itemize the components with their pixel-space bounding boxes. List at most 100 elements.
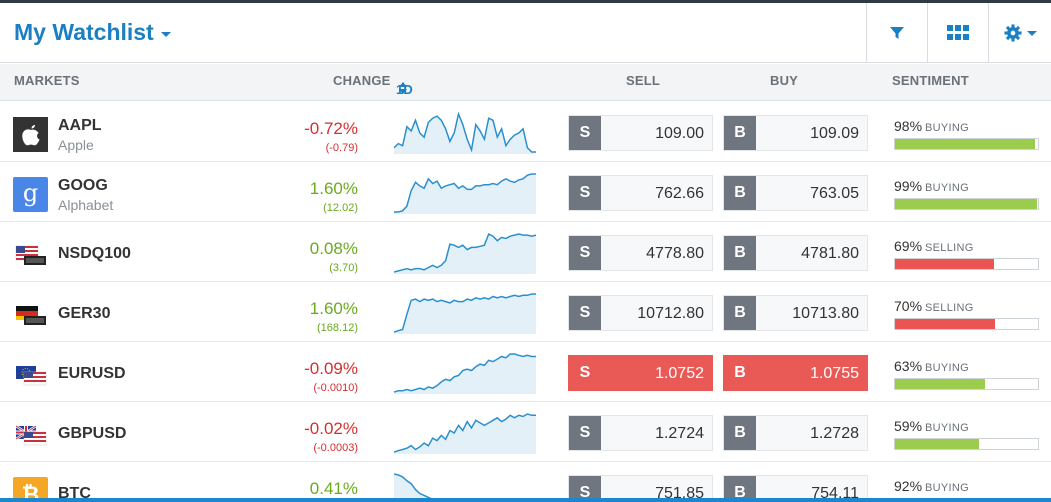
buy-tag: B <box>724 416 756 450</box>
sell-tag: S <box>569 296 601 330</box>
change-absolute: (-0.0010) <box>313 382 358 394</box>
column-sentiment: SENTIMENT <box>892 73 969 88</box>
market-symbol: EURUSD <box>58 365 126 382</box>
market-row[interactable]: ₿ BTC 0.41% S 751.85 B 754.11 92% BUYING <box>0 462 1051 502</box>
sentiment-percent: 69% <box>894 238 923 254</box>
sentiment-word: BUYING <box>925 182 970 194</box>
sell-price: 1.2724 <box>655 425 704 442</box>
column-sell: SELL <box>626 73 661 88</box>
market-row[interactable]: NSDQ100 0.08% (3.70) S 4778.80 B 4781.80 6… <box>0 222 1051 282</box>
chevron-down-icon <box>1026 30 1037 36</box>
change-percent: 0.41% <box>309 479 358 498</box>
gear-icon <box>1003 24 1022 42</box>
buy-tag: B <box>724 356 756 390</box>
sparkline-area <box>394 234 536 274</box>
market-row[interactable]: AAPL Apple -0.72% (-0.79) S 109.00 B 109.0… <box>0 102 1051 162</box>
market-symbol: GOOG <box>58 177 108 194</box>
sell-button[interactable]: S 109.00 <box>568 115 713 151</box>
watchlist-header: My Watchlist <box>0 3 1051 63</box>
change-percent: -0.09% <box>304 359 358 378</box>
change-absolute: (-0.79) <box>325 142 358 154</box>
sentiment-percent: 99% <box>894 178 923 194</box>
sentiment-word: BUYING <box>925 482 970 494</box>
sparkline <box>394 473 444 502</box>
change-percent: 0.08% <box>309 239 358 258</box>
sentiment-word: BUYING <box>925 362 970 374</box>
market-row[interactable]: GER30 1.60% (168.12) S 10712.80 B 10713.80… <box>0 282 1051 342</box>
sell-tag: S <box>569 236 601 270</box>
column-change: CHANGE <box>333 73 391 88</box>
buy-button[interactable]: B 109.09 <box>723 115 868 151</box>
sparkline-area <box>394 414 536 454</box>
market-name: Alphabet <box>58 197 114 213</box>
watchlist-selector[interactable]: My Watchlist <box>14 19 171 46</box>
change-absolute: (12.02) <box>323 202 358 214</box>
sentiment-percent: 70% <box>894 298 923 314</box>
market-row[interactable]: EURUSD -0.09% (-0.0010) S 1.0752 B 1.0755 … <box>0 342 1051 402</box>
sparkline <box>394 413 536 454</box>
column-header-bar: MARKETS CHANGE 1D SELL BUY SENTIMENT <box>0 64 1051 101</box>
grid-view-icon <box>947 25 969 40</box>
filter-icon <box>890 27 904 39</box>
buy-button[interactable]: B 763.05 <box>723 175 868 211</box>
market-symbol: GBPUSD <box>58 425 127 442</box>
buy-button[interactable]: B 4781.80 <box>723 235 868 271</box>
market-symbol: GER30 <box>58 305 111 322</box>
market-list: AAPL Apple -0.72% (-0.79) S 109.00 B 109.0… <box>0 102 1051 502</box>
sparkline <box>394 173 536 214</box>
buy-button[interactable]: B 10713.80 <box>723 295 868 331</box>
sentiment-bar <box>894 438 1039 450</box>
buy-tag: B <box>724 476 756 502</box>
sell-tag: S <box>569 356 601 390</box>
buy-button[interactable]: B 1.2728 <box>723 415 868 451</box>
sparkline-area <box>394 294 536 334</box>
change-absolute: (168.12) <box>317 322 358 334</box>
sell-button[interactable]: S 4778.80 <box>568 235 713 271</box>
sentiment-bar <box>894 198 1039 210</box>
sentiment-label: 59% BUYING <box>894 418 969 434</box>
sell-tag: S <box>569 476 601 502</box>
sparkline <box>394 353 536 394</box>
sentiment-label: 70% SELLING <box>894 298 974 314</box>
sentiment-bar-fill <box>895 259 994 269</box>
sentiment-bar <box>894 138 1039 150</box>
buy-button[interactable]: B 754.11 <box>723 475 868 502</box>
sentiment-label: 63% BUYING <box>894 358 969 374</box>
sell-button[interactable]: S 1.0752 <box>568 355 713 391</box>
market-name: Apple <box>58 137 94 153</box>
change-percent: 1.60% <box>309 179 358 198</box>
sentiment-bar-fill <box>895 439 980 449</box>
sentiment-bar <box>894 378 1039 390</box>
sparkline-area <box>394 354 536 394</box>
sparkline-line <box>394 353 536 393</box>
grid-view-button[interactable] <box>927 3 988 63</box>
buy-tag: B <box>724 296 756 330</box>
settings-button[interactable] <box>988 3 1051 63</box>
sentiment-word: BUYING <box>925 122 970 134</box>
change-absolute: (3.70) <box>329 262 358 274</box>
column-buy: BUY <box>770 73 799 88</box>
sentiment-bar-fill <box>895 379 986 389</box>
sell-price: 10712.80 <box>637 305 704 322</box>
sentiment-bar <box>894 318 1039 330</box>
bottom-border <box>0 498 1051 502</box>
change-percent: 1.60% <box>309 299 358 318</box>
sentiment-percent: 59% <box>894 418 923 434</box>
sell-button[interactable]: S 1.2724 <box>568 415 713 451</box>
sentiment-word: SELLING <box>925 302 974 314</box>
sell-button[interactable]: S 10712.80 <box>568 295 713 331</box>
market-row[interactable]: GBPUSD -0.02% (-0.0003) S 1.2724 B 1.2728 … <box>0 402 1051 462</box>
filter-button[interactable] <box>866 3 927 63</box>
sell-price: 109.00 <box>655 125 704 142</box>
market-symbol: BTC <box>58 485 91 502</box>
buy-button[interactable]: B 1.0755 <box>723 355 868 391</box>
sparkline-line <box>394 473 444 502</box>
buy-tag: B <box>724 236 756 270</box>
market-row[interactable]: g GOOG Alphabet 1.60% (12.02) S 762.66 B 7… <box>0 162 1051 222</box>
buy-price: 109.09 <box>810 125 859 142</box>
eu-us-flag-icon <box>13 357 48 392</box>
sell-tag: S <box>569 176 601 210</box>
buy-price: 763.05 <box>810 185 859 202</box>
sell-button[interactable]: S 751.85 <box>568 475 713 502</box>
sell-button[interactable]: S 762.66 <box>568 175 713 211</box>
